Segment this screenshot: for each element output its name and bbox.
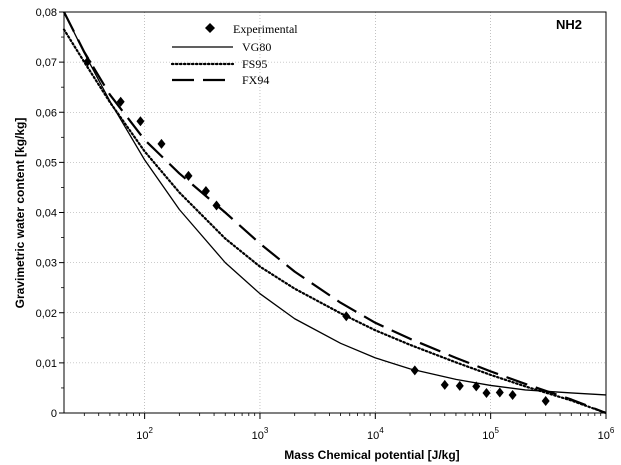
data-point-experimental	[116, 96, 125, 107]
series-line-fx94	[63, 11, 607, 415]
data-point-experimental	[508, 389, 517, 400]
series-layer	[62, 11, 608, 415]
x-tick-label: 104	[367, 426, 384, 442]
legend: Experimental VG80 FS95 FX94	[170, 22, 298, 87]
y-tick-label: 0,03	[36, 258, 57, 270]
y-tick-label: 0	[51, 408, 57, 420]
data-point-experimental	[495, 387, 504, 398]
x-tick-label: 102	[136, 426, 153, 442]
legend-label-fx94: FX94	[242, 73, 269, 87]
tick-marks	[59, 11, 607, 419]
x-axis-title: Mass Chemical potential [J/kg]	[284, 448, 459, 462]
legend-label-experimental: Experimental	[233, 22, 298, 36]
y-tick-label: 0,01	[36, 358, 57, 370]
x-tick-label: 103	[252, 426, 269, 442]
y-tick-label: 0,08	[36, 7, 57, 19]
data-point-experimental	[136, 116, 145, 127]
legend-label-vg80: VG80	[242, 40, 271, 54]
y-tick-label: 0,06	[36, 107, 57, 119]
grid-lines	[64, 12, 606, 413]
y-tick-label: 0,04	[36, 208, 57, 220]
data-point-experimental	[157, 138, 166, 149]
y-tick-label: 0,02	[36, 308, 57, 320]
panel-label: NH2	[556, 17, 582, 32]
x-tick-exponent: 2	[149, 426, 154, 435]
x-tick-exponent: 5	[495, 426, 500, 435]
tick-labels: 0 0,01 0,02 0,03 0,04 0,05 0,06 0,07 0,08 102 103 1…	[36, 7, 615, 442]
x-tick-exponent: 3	[264, 426, 269, 435]
x-tick-label: 106	[598, 426, 615, 442]
y-tick-label: 0,07	[36, 57, 57, 69]
data-point-experimental	[184, 170, 193, 181]
series-line-fs95	[62, 28, 608, 415]
x-tick-exponent: 4	[379, 426, 384, 435]
y-tick-label: 0,05	[36, 157, 57, 169]
data-point-experimental	[455, 380, 464, 391]
data-point-experimental	[482, 387, 491, 398]
x-tick-label: 105	[482, 426, 499, 442]
x-tick-exponent: 6	[610, 426, 615, 435]
data-point-experimental	[440, 379, 449, 390]
data-point-experimental	[541, 395, 550, 406]
y-axis-title: Gravimetric water content [kg/kg]	[13, 118, 27, 309]
legend-marker-experimental	[205, 23, 215, 33]
series-line-vg80	[63, 11, 607, 396]
legend-label-fs95: FS95	[242, 57, 267, 71]
